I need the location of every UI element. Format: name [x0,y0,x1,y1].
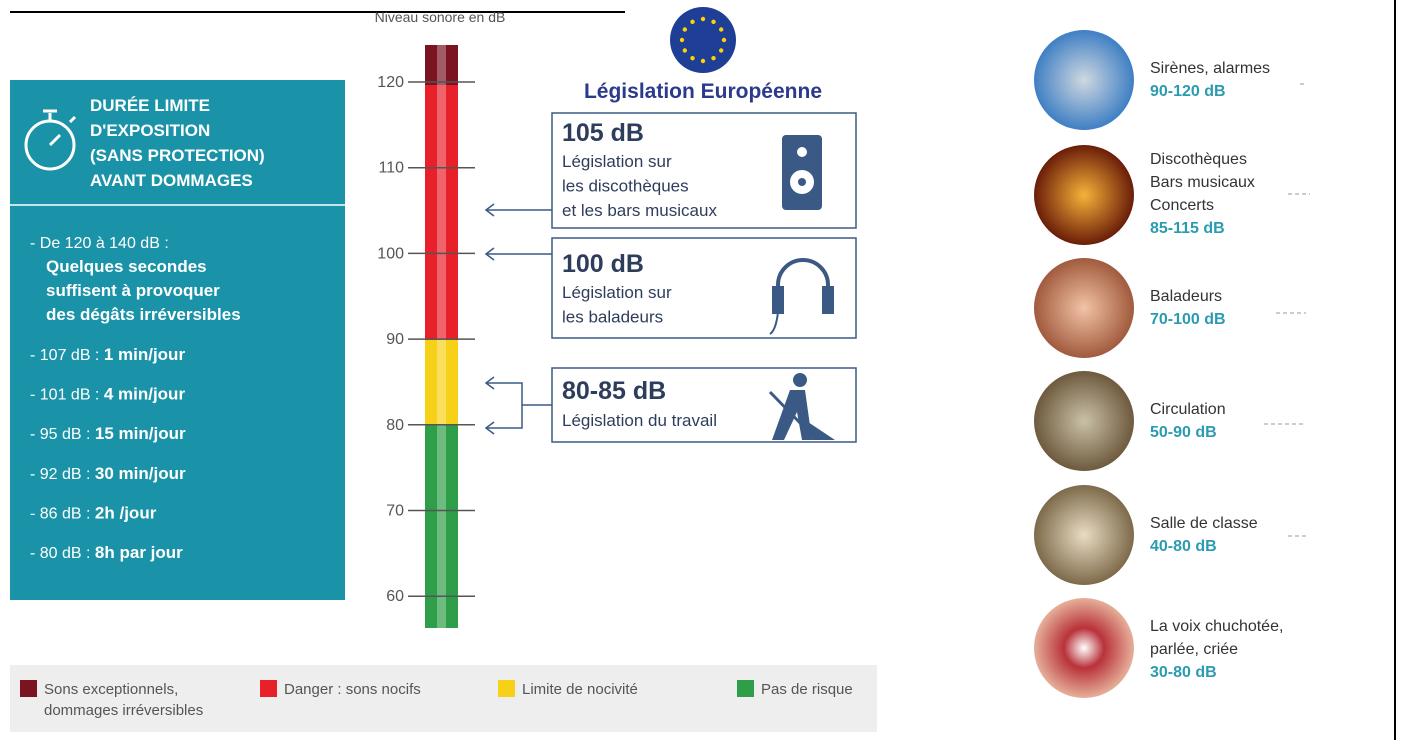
source-label: Baladeurs [1150,288,1222,305]
arrows [486,204,552,434]
photo-siren [1034,30,1134,130]
source-range: 40-80 dB [1150,538,1217,555]
star [683,48,687,52]
photo-ear [1034,258,1134,358]
legend-swatch [20,680,37,697]
star [719,48,723,52]
source-label: parlée, criée [1150,641,1238,658]
star [680,38,684,42]
exposure-item: - 80 dB : 8h par jour [30,543,183,562]
legend-swatch [498,680,515,697]
star [722,38,726,42]
tick-label: 110 [378,160,404,177]
legend-label: Sons exceptionnels, [44,681,178,698]
tick-label: 70 [386,503,404,520]
box-level: 80-85 dB [562,377,666,405]
box-line: Législation du travail [562,411,717,430]
tick-label: 80 [386,417,404,434]
star [711,56,715,60]
legend-label: Pas de risque [761,681,853,698]
item-duration: 15 min/jour [95,424,186,443]
first-line: des dégâts irréversibles [46,305,241,324]
legend-swatch [737,680,754,697]
box-line: Législation sur [562,283,672,302]
panel-title: DURÉE LIMITE [90,96,210,115]
tick-label: 60 [386,588,404,605]
legislation-title: Législation Européenne [584,80,822,103]
worker-icon [770,373,835,440]
star [701,17,705,21]
item-prefix: - 86 dB : [30,505,95,522]
photo-classroom [1034,485,1134,585]
exposure-item: - 92 dB : 30 min/jour [30,464,186,483]
panel-title: AVANT DOMMAGES [90,171,253,190]
item-duration: 1 min/jour [104,345,186,364]
exposure-item: - 86 dB : 2h /jour [30,503,157,522]
first-line: Quelques secondes [46,257,207,276]
exposure-item: - 95 dB : 15 min/jour [30,424,186,443]
box-line: Législation sur [562,152,672,171]
source-label: Bars musicaux [1150,174,1255,191]
source-range: 50-90 dB [1150,424,1217,441]
scale-label: Niveau sonore en dB [375,9,506,25]
source-label: Discothèques [1150,151,1247,168]
item-prefix: - 95 dB : [30,426,95,443]
star [690,56,694,60]
item-duration: 30 min/jour [95,464,186,483]
star [711,20,715,24]
exposure-item: - 107 dB : 1 min/jour [30,345,185,364]
legend-label: Danger : sons nocifs [284,681,421,698]
speaker-icon [782,135,822,210]
box-line: et les bars musicaux [562,201,717,220]
tick-label: 120 [377,74,404,91]
legend-label: Limite de nocivité [522,681,638,698]
legend-swatch [260,680,277,697]
item-duration: 4 min/jour [104,385,186,404]
headphones-icon [770,260,832,334]
legend-label: dommages irréversibles [44,702,203,719]
item-prefix: - 80 dB : [30,545,95,562]
item-duration: 8h par jour [95,543,183,562]
dashes [1264,84,1310,536]
tick-label: 90 [386,331,404,348]
bar-highlight [437,45,446,628]
panel-title: D'EXPOSITION [90,121,210,140]
item-prefix: - 92 dB : [30,466,95,483]
star [719,27,723,31]
box-level: 100 dB [562,250,644,278]
box-level: 105 dB [562,119,644,147]
box-line: les discothèques [562,177,689,196]
star [690,20,694,24]
source-label: La voix chuchotée, [1150,618,1283,635]
item-duration: 2h /jour [95,503,157,522]
first-line: suffisent à provoquer [46,281,220,300]
source-range: 30-80 dB [1150,664,1217,681]
source-label: Circulation [1150,401,1226,418]
first-prefix: - De 120 à 140 dB : [30,235,169,252]
source-label: Salle de classe [1150,515,1258,532]
page: Niveau sonore en dB 120 110 100 90 80 70 60 DURÉ… [0,0,1401,740]
source-label: Sirènes, alarmes [1150,60,1270,77]
star [701,59,705,63]
source-range: 85-115 dB [1150,220,1225,237]
box-line: les baladeurs [562,308,663,327]
exposure-item: - 101 dB : 4 min/jour [30,385,185,404]
star [683,27,687,31]
item-prefix: - 107 dB : [30,347,104,364]
photo-traffic [1034,371,1134,471]
panel-title: (SANS PROTECTION) [90,146,265,165]
source-range: 90-120 dB [1150,83,1226,100]
infographic: Niveau sonore en dB 120 110 100 90 80 70 60 DURÉ… [0,0,1401,740]
legend-bg [10,665,877,732]
source-range: 70-100 dB [1150,311,1226,328]
photo-concert [1034,145,1134,245]
photo-mouth [1034,598,1134,698]
tick-label: 100 [377,245,404,262]
item-prefix: - 101 dB : [30,387,104,404]
source-label: Concerts [1150,197,1214,214]
